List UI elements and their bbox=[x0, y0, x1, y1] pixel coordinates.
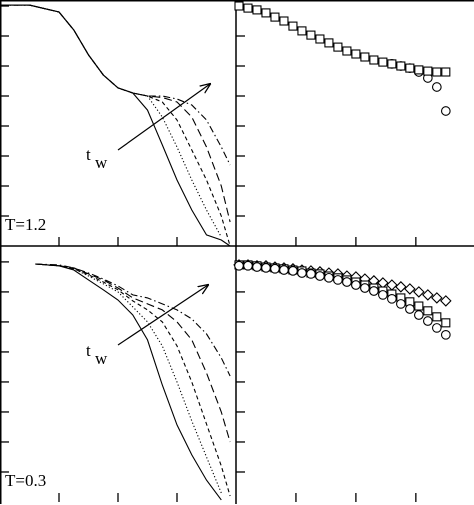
circle-marker bbox=[387, 293, 397, 304]
diamond-marker bbox=[431, 292, 443, 304]
circle-marker bbox=[351, 280, 361, 290]
square-marker bbox=[396, 61, 406, 71]
circle-marker bbox=[342, 277, 352, 287]
panel: T=1.2 t w bbox=[0, 4, 231, 247]
square-marker bbox=[306, 30, 316, 40]
curve bbox=[35, 263, 231, 377]
circle-marker bbox=[360, 283, 370, 293]
circle-marker bbox=[378, 290, 388, 300]
circle-marker bbox=[440, 329, 451, 340]
square-marker bbox=[423, 66, 433, 76]
square-marker bbox=[387, 59, 397, 69]
annotation-sub: w bbox=[95, 153, 108, 172]
circle-marker bbox=[333, 275, 343, 285]
square-marker bbox=[423, 306, 433, 316]
panel-label: T=0.3 bbox=[5, 471, 46, 490]
square-marker bbox=[297, 26, 307, 36]
circle-marker bbox=[324, 272, 334, 283]
circle-marker bbox=[431, 323, 442, 333]
diamond-marker bbox=[395, 281, 407, 293]
circle-marker bbox=[315, 271, 325, 281]
square-marker bbox=[279, 16, 289, 26]
curve bbox=[0, 4, 231, 247]
square-marker bbox=[432, 312, 442, 322]
circle-marker bbox=[422, 316, 433, 326]
diamond-marker bbox=[386, 279, 398, 291]
curve bbox=[35, 263, 231, 443]
square-marker bbox=[441, 318, 451, 328]
circle-marker bbox=[396, 299, 406, 309]
circle-marker bbox=[252, 262, 262, 272]
circle-marker bbox=[243, 260, 253, 271]
square-marker bbox=[252, 5, 262, 15]
square-marker bbox=[369, 55, 379, 65]
square-marker bbox=[342, 46, 352, 56]
square-marker bbox=[405, 63, 415, 73]
diamond-marker bbox=[413, 286, 425, 298]
circle-marker bbox=[431, 82, 442, 92]
panel bbox=[233, 259, 452, 502]
circle-marker bbox=[288, 266, 298, 276]
arrow bbox=[117, 285, 208, 346]
panel-label: T=1.2 bbox=[5, 215, 46, 234]
curve bbox=[35, 263, 222, 494]
square-marker bbox=[378, 57, 388, 67]
circle-marker bbox=[270, 263, 280, 274]
diamond-marker bbox=[404, 283, 416, 295]
square-marker bbox=[414, 301, 424, 311]
circle-marker bbox=[279, 265, 289, 275]
circle-marker bbox=[440, 106, 451, 116]
curve bbox=[0, 4, 231, 166]
circle-marker bbox=[261, 263, 271, 273]
square-marker bbox=[243, 3, 253, 13]
curve bbox=[35, 263, 231, 497]
curve bbox=[0, 4, 231, 223]
square-marker bbox=[288, 21, 298, 31]
square-marker bbox=[324, 38, 334, 48]
annotation: t bbox=[86, 145, 91, 164]
square-marker bbox=[261, 8, 271, 18]
square-marker bbox=[315, 34, 325, 44]
square-marker bbox=[234, 1, 244, 11]
curve bbox=[35, 263, 222, 501]
panel bbox=[234, 1, 451, 246]
diamond-marker bbox=[422, 289, 434, 301]
square-marker bbox=[414, 65, 424, 75]
square-marker bbox=[441, 67, 451, 77]
square-marker bbox=[432, 67, 442, 77]
circle-marker bbox=[405, 304, 415, 314]
circle-marker bbox=[306, 269, 316, 279]
circle-marker bbox=[413, 310, 424, 320]
diamond-marker bbox=[377, 277, 389, 289]
annotation-sub: w bbox=[95, 349, 108, 368]
diamond-marker bbox=[440, 295, 452, 307]
arrow bbox=[117, 84, 210, 151]
annotation: t bbox=[86, 341, 91, 360]
square-marker bbox=[351, 49, 361, 59]
panel: T=0.3 t w bbox=[0, 261, 231, 502]
circle-marker bbox=[369, 286, 379, 296]
circle-marker bbox=[297, 268, 307, 278]
square-marker bbox=[360, 52, 370, 62]
square-marker bbox=[333, 42, 343, 52]
square-marker bbox=[270, 12, 280, 22]
circle-marker bbox=[234, 260, 244, 271]
